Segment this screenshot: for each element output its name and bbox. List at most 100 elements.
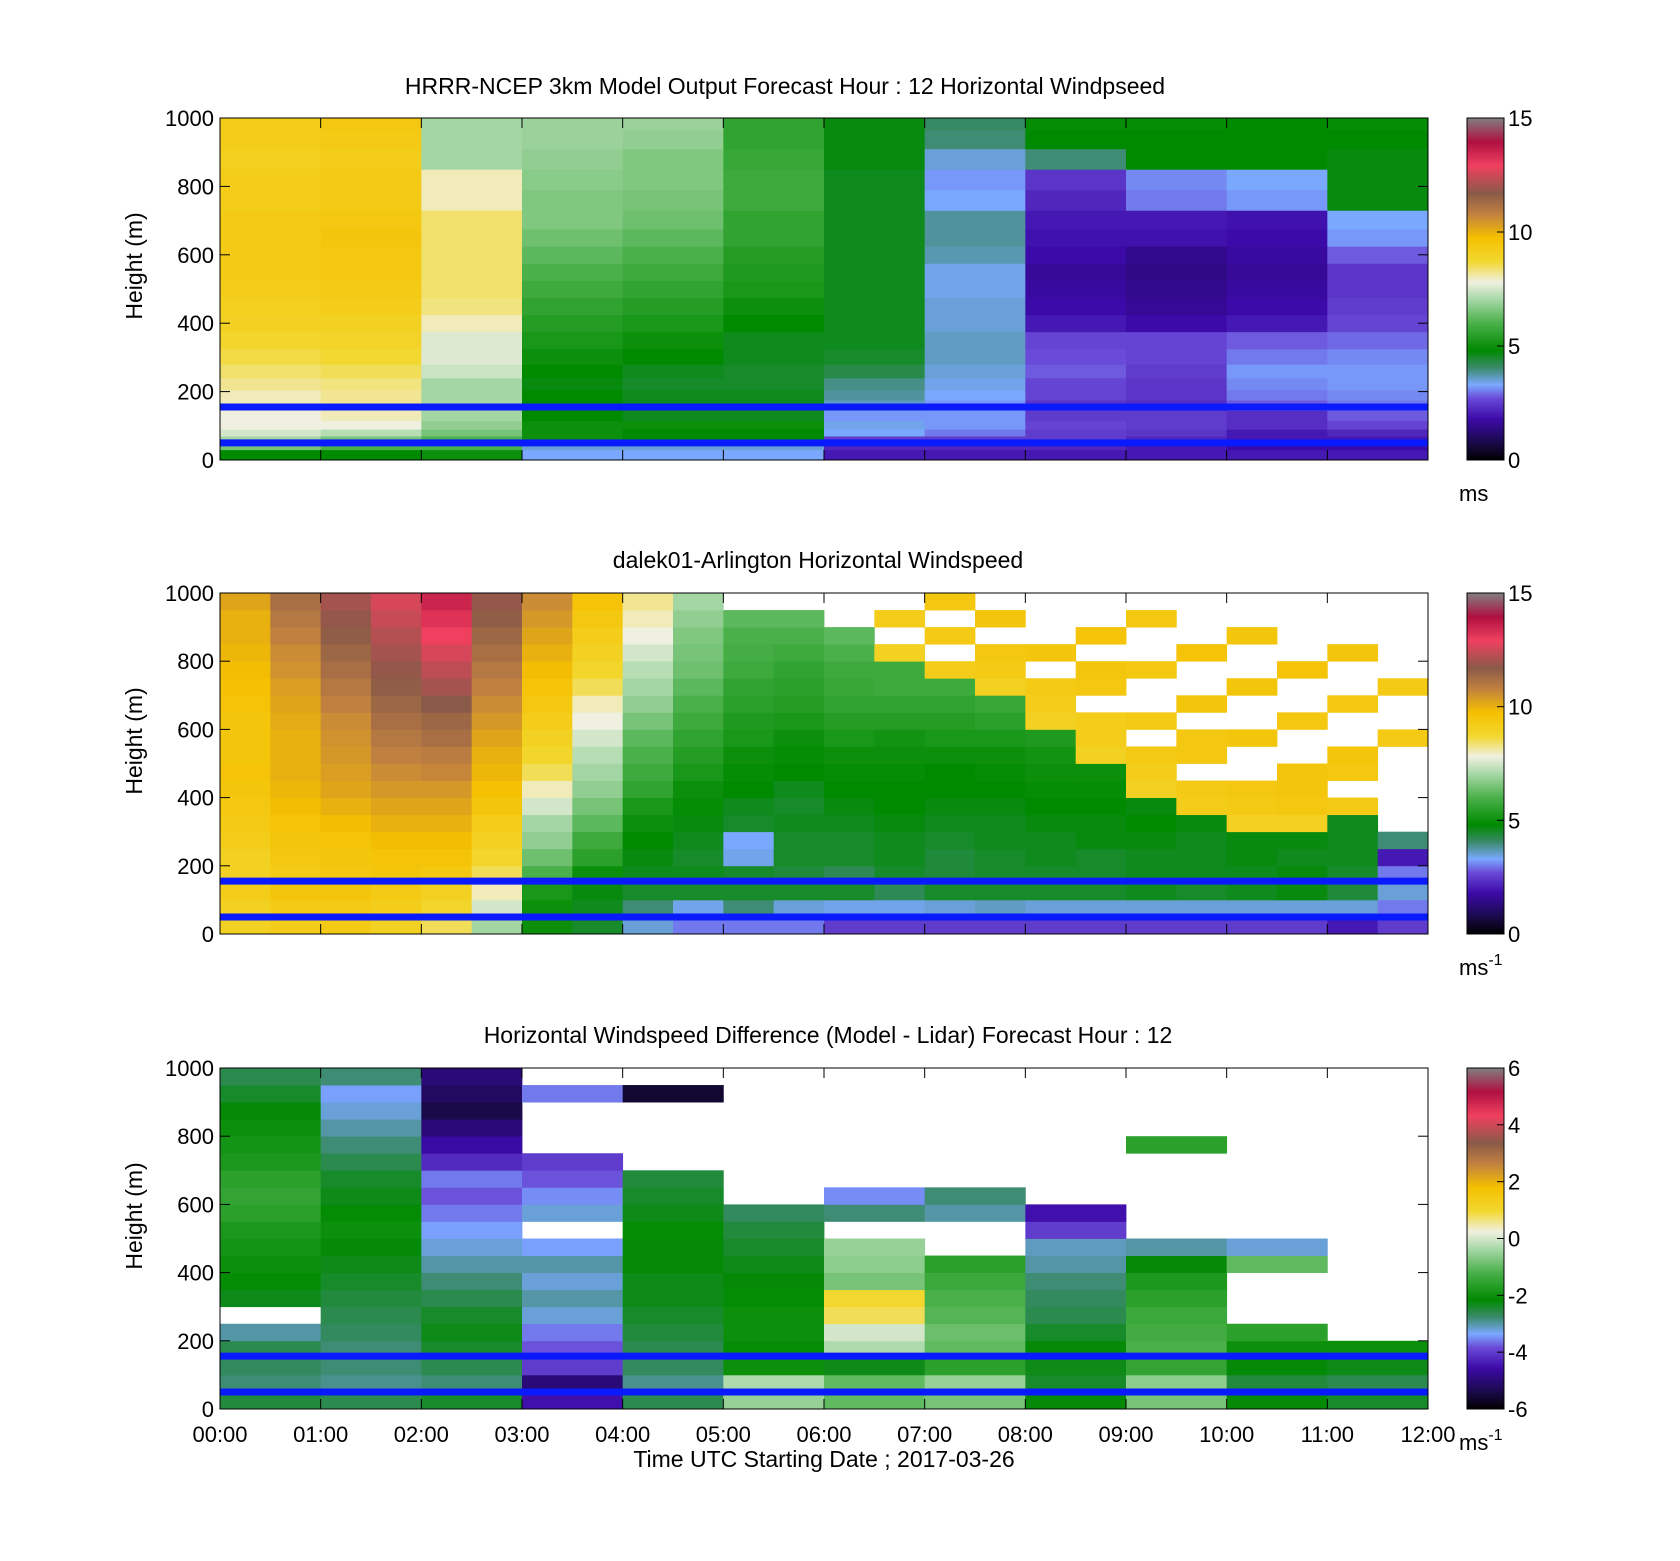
heatmap-cell (1025, 882, 1077, 901)
heatmap-cell (320, 882, 372, 901)
heatmap-cell (371, 916, 422, 935)
heatmap-cell (1126, 280, 1228, 298)
heatmap-cell (1126, 1289, 1228, 1308)
heatmap-cell (1075, 848, 1127, 867)
y-tick-label: 800 (177, 649, 214, 674)
heatmap-cell (270, 848, 322, 867)
heatmap-cell (723, 263, 825, 281)
heatmap-cell (622, 389, 724, 401)
heatmap-cell (320, 1391, 422, 1410)
heatmap-cell (421, 331, 523, 350)
heatmap-cell (1025, 263, 1127, 281)
heatmap-cell (1226, 449, 1328, 461)
heatmap-cell (723, 712, 775, 730)
heatmap-cell (622, 644, 674, 662)
heatmap-cell (572, 916, 624, 935)
heatmap-cell (1226, 129, 1328, 150)
heatmap-cell (1126, 229, 1228, 247)
colorbar-tick-label: 2 (1508, 1170, 1520, 1195)
heatmap-cell (622, 1357, 724, 1376)
heatmap-cell (622, 627, 674, 645)
y-tick-label: 800 (177, 1124, 214, 1149)
heatmap-cell (1226, 1391, 1328, 1410)
heatmap-cell (1226, 348, 1328, 365)
heatmap-cell (924, 1306, 1026, 1325)
heatmap-cell (924, 678, 976, 696)
heatmap-cell (824, 189, 926, 211)
heatmap-cell (773, 916, 825, 935)
panel-difference-reference-lines (220, 1352, 1428, 1396)
heatmap-cell (1025, 210, 1127, 230)
heatmap-cell (924, 410, 1026, 422)
heatmap-cell (421, 246, 523, 264)
heatmap-cell (622, 610, 674, 628)
heatmap-cell (1277, 882, 1328, 901)
heatmap-cell (874, 882, 926, 901)
heatmap-cell (1025, 1357, 1127, 1376)
heatmap-cell (522, 831, 573, 850)
heatmap-cell (1025, 1289, 1127, 1308)
heatmap-cell (1327, 410, 1429, 422)
colorbar-unit: ms-1 (1459, 1427, 1503, 1455)
heatmap-cell (924, 210, 1026, 230)
heatmap-cell (673, 644, 724, 662)
heatmap-cell (1126, 331, 1228, 350)
heatmap-cell (421, 263, 523, 281)
heatmap-cell (522, 1272, 624, 1291)
heatmap-cell (320, 780, 372, 798)
heatmap-cell (522, 678, 573, 696)
heatmap-cell (924, 763, 976, 781)
heatmap-cell (622, 449, 724, 461)
heatmap-cell (522, 814, 573, 833)
heatmap-cell (824, 763, 875, 781)
heatmap-cell (421, 1085, 523, 1103)
heatmap-cell (270, 678, 322, 696)
heatmap-cell (1226, 627, 1278, 645)
heatmap-cell (1126, 210, 1228, 230)
heatmap-cell (1025, 189, 1127, 211)
heatmap-cell (924, 429, 1026, 437)
heatmap-cell (522, 297, 624, 316)
heatmap-cell (522, 331, 624, 350)
heatmap-cell (220, 814, 271, 833)
heatmap-cell (421, 831, 473, 850)
heatmap-cell (924, 899, 976, 918)
heatmap-cell (975, 644, 1026, 662)
heatmap-cell (1075, 797, 1127, 816)
heatmap-cell (522, 593, 573, 611)
heatmap-cell (924, 1323, 1026, 1342)
heatmap-cell (622, 189, 724, 211)
heatmap-cell (320, 429, 422, 437)
heatmap-cell (320, 814, 372, 833)
heatmap-cell (572, 593, 624, 611)
heatmap-cell (220, 410, 322, 422)
heatmap-cell (1025, 1272, 1127, 1291)
heatmap-cell (924, 389, 1026, 401)
heatmap-cell (1126, 661, 1177, 679)
heatmap-cell (622, 1289, 724, 1308)
heatmap-cell (421, 1323, 523, 1342)
heatmap-cell (824, 695, 875, 713)
heatmap-cell (723, 763, 775, 781)
heatmap-cell (320, 1085, 422, 1103)
heatmap-cell (773, 627, 825, 645)
panel-lidar-xticks (219, 593, 1429, 934)
heatmap-cell (1327, 882, 1379, 901)
heatmap-cell (723, 1391, 825, 1410)
heatmap-cell (1126, 314, 1228, 333)
heatmap-cell (421, 729, 473, 747)
heatmap-cell (220, 1272, 322, 1291)
heatmap-cell (320, 280, 422, 298)
heatmap-cell (320, 1289, 422, 1308)
heatmap-cell (673, 780, 724, 798)
x-tick-label: 00:00 (192, 1422, 247, 1447)
heatmap-cell (723, 1289, 825, 1308)
x-tick-label: 11:00 (1301, 1422, 1354, 1447)
heatmap-cell (1327, 364, 1429, 379)
heatmap-cell (975, 814, 1026, 833)
heatmap-cell (1176, 780, 1228, 798)
panel-difference-title: Horizontal Windspeed Difference (Model -… (484, 1022, 1173, 1048)
heatmap-cell (270, 627, 322, 645)
heatmap-cell (622, 129, 724, 150)
